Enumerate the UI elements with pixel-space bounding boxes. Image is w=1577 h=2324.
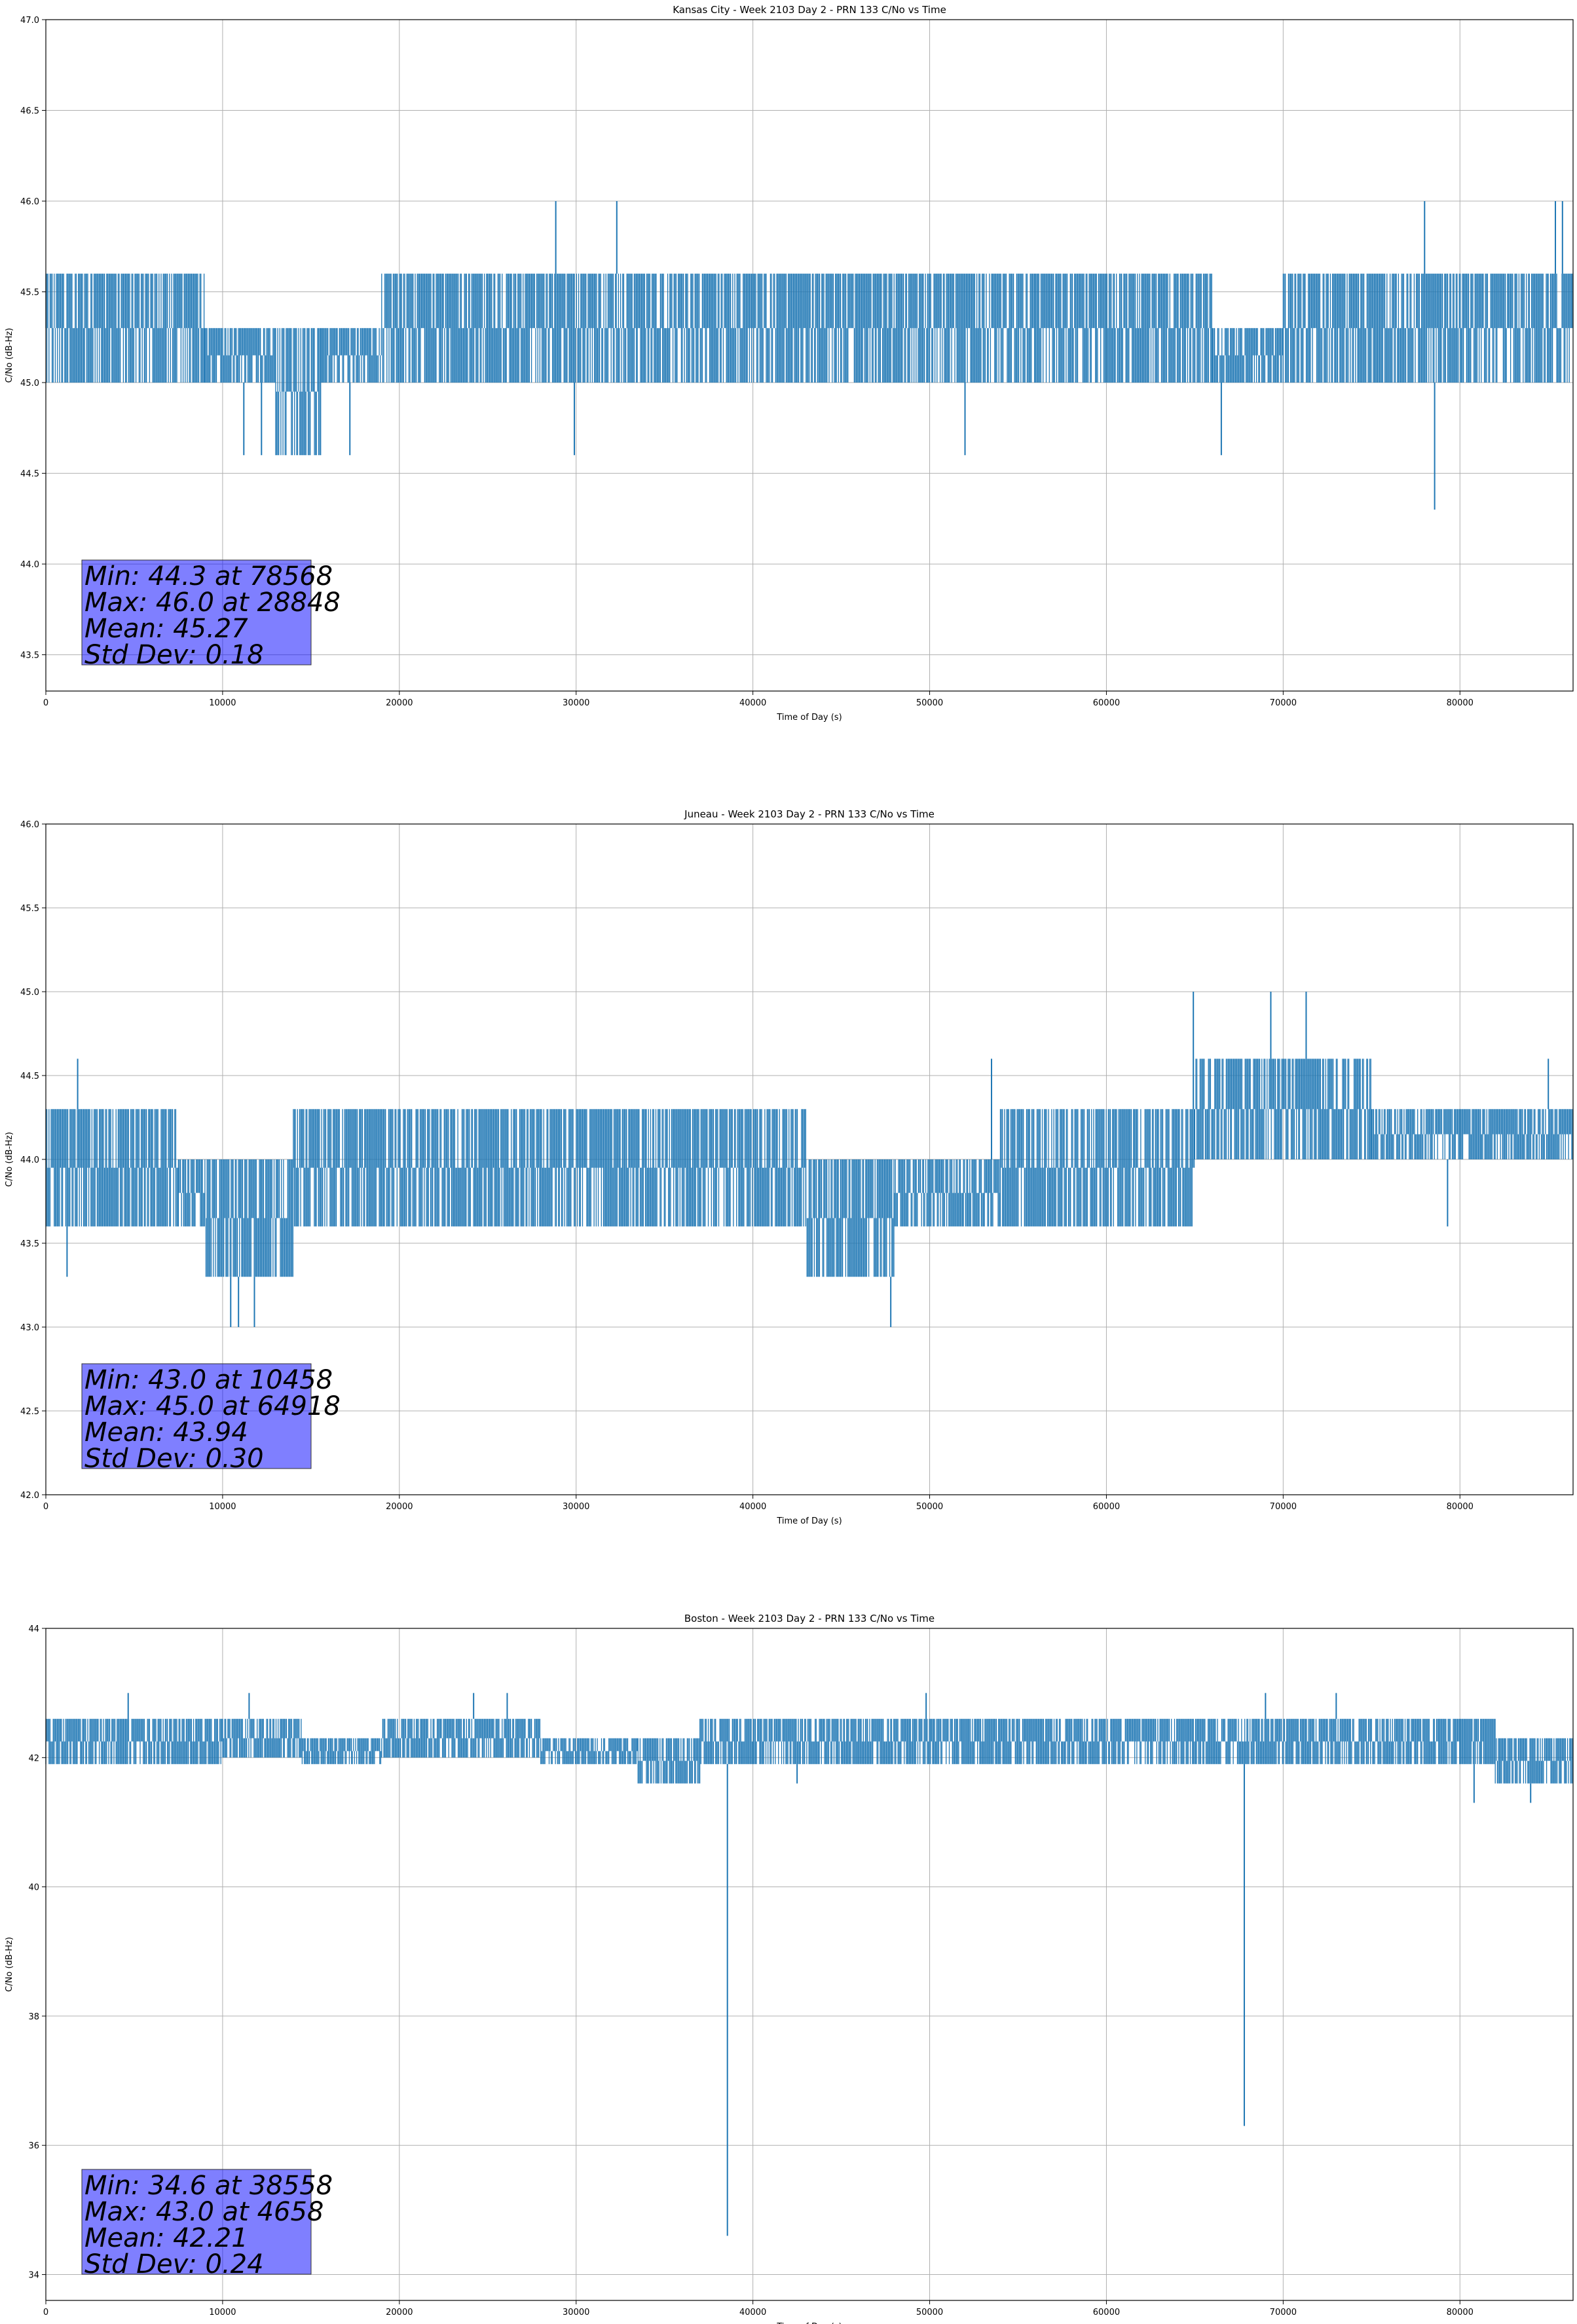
x-tick-label: 10000: [209, 1502, 236, 1512]
signal-series: [45, 1719, 1574, 1784]
x-tick-label: 70000: [1270, 698, 1297, 708]
y-axis-label: C/No (dB-Hz): [5, 1132, 14, 1187]
y-tick-label: 44.5: [20, 1072, 39, 1081]
x-tick-label: 10000: [209, 2308, 236, 2317]
chart-panel-2: 0 10000 20000 30000 40000 50000 60000 70000 8000…: [5, 808, 1574, 1526]
chart-panel-1: 0 10000 20000 30000 40000 50000 60000 70000 8000…: [5, 4, 1574, 722]
y-tick-label: 45.5: [20, 288, 39, 298]
stats-line: Max: 43.0 at 4658: [84, 2197, 324, 2227]
x-tick-label: 20000: [386, 2308, 413, 2317]
stats-line: Mean: 43.94: [84, 1417, 248, 1448]
stats-line: Max: 45.0 at 64918: [84, 1391, 341, 1421]
stats-line: Min: 43.0 at 10458: [84, 1365, 333, 1395]
x-tick-label: 80000: [1447, 2308, 1474, 2317]
stats-line: Min: 34.6 at 38558: [84, 2171, 333, 2201]
x-tick-label: 10000: [209, 698, 236, 708]
y-tick-label: 46.0: [20, 820, 39, 830]
stats-line: Mean: 45.27: [84, 614, 248, 644]
stats-line: Mean: 42.21: [84, 2223, 248, 2253]
axes-frame: [45, 19, 1574, 692]
y-tick-label: 44.5: [20, 470, 39, 479]
y-tick-label: 45.0: [20, 379, 39, 388]
y-tick-label: 46.0: [20, 197, 39, 207]
y-tick-label: 44.0: [20, 560, 39, 570]
y-tick-label: 45.0: [20, 988, 39, 998]
x-tick-label: 60000: [1093, 1502, 1120, 1512]
x-axis-label: Time of Day (s): [776, 1516, 842, 1526]
y-axis-label: C/No (dB-Hz): [5, 328, 14, 383]
y-tick-label: 47.0: [20, 16, 39, 26]
y-tick-label: 45.5: [20, 904, 39, 914]
stats-line: Std Dev: 0.24: [84, 2249, 264, 2279]
x-tick-label: 50000: [916, 1502, 943, 1512]
x-tick-label: 0: [43, 1502, 48, 1512]
stats-box: [81, 1363, 312, 1469]
x-tick-label: 20000: [386, 1502, 413, 1512]
x-tick-label: 60000: [1093, 2308, 1120, 2317]
x-tick-label: 80000: [1447, 1502, 1474, 1512]
x-axis-label: Time of Day (s): [776, 2322, 842, 2324]
chart-title: Boston - Week 2103 Day 2 - PRN 133 C/No …: [684, 1613, 935, 1624]
y-tick-label: 44.0: [20, 1155, 39, 1165]
y-tick-label: 43.0: [20, 1323, 39, 1333]
x-tick-label: 30000: [563, 1502, 589, 1512]
x-tick-label: 70000: [1270, 1502, 1297, 1512]
stats-box: [81, 2169, 312, 2275]
y-tick-label: 43.5: [20, 651, 39, 661]
x-tick-label: 20000: [386, 698, 413, 708]
signal-series: [45, 1059, 1574, 1277]
y-tick-label: 40: [28, 1883, 39, 1893]
x-tick-label: 40000: [739, 2308, 766, 2317]
x-tick-label: 30000: [563, 2308, 589, 2317]
y-tick-label: 44: [28, 1624, 39, 1634]
y-tick-label: 34: [28, 2271, 39, 2281]
x-axis-label: Time of Day (s): [776, 713, 842, 722]
x-tick-label: 40000: [739, 1502, 766, 1512]
stats-box: [81, 559, 312, 665]
x-tick-label: 70000: [1270, 2308, 1297, 2317]
y-axis-label: C/No (dB-Hz): [5, 1937, 14, 1992]
stats-line: Min: 44.3 at 78568: [84, 561, 333, 591]
y-tick-label: 46.5: [20, 107, 39, 117]
y-tick-label: 42.0: [20, 1491, 39, 1501]
y-tick-label: 38: [28, 2012, 39, 2022]
x-tick-label: 40000: [739, 698, 766, 708]
stats-line: Std Dev: 0.30: [84, 1444, 264, 1474]
stats-line: Max: 46.0 at 28848: [84, 588, 341, 618]
x-tick-label: 50000: [916, 698, 943, 708]
x-tick-label: 50000: [916, 2308, 943, 2317]
x-tick-label: 60000: [1093, 698, 1120, 708]
signal-series: [45, 273, 1573, 455]
y-tick-label: 43.5: [20, 1239, 39, 1249]
y-tick-label: 42.5: [20, 1407, 39, 1417]
x-tick-label: 30000: [563, 698, 589, 708]
y-tick-label: 42: [28, 1753, 39, 1763]
chart-panel-3: 0 10000 20000 30000 40000 50000 60000 70000 8000…: [5, 1613, 1574, 2324]
stats-line: Std Dev: 0.18: [84, 640, 264, 670]
x-tick-label: 0: [43, 2308, 48, 2317]
chart-title: Juneau - Week 2103 Day 2 - PRN 133 C/No …: [684, 808, 935, 820]
axes-frame: [45, 1628, 1574, 2301]
x-tick-label: 80000: [1447, 698, 1474, 708]
x-tick-label: 0: [43, 698, 48, 708]
chart-title: Kansas City - Week 2103 Day 2 - PRN 133 …: [673, 4, 946, 16]
y-tick-label: 36: [28, 2141, 39, 2151]
